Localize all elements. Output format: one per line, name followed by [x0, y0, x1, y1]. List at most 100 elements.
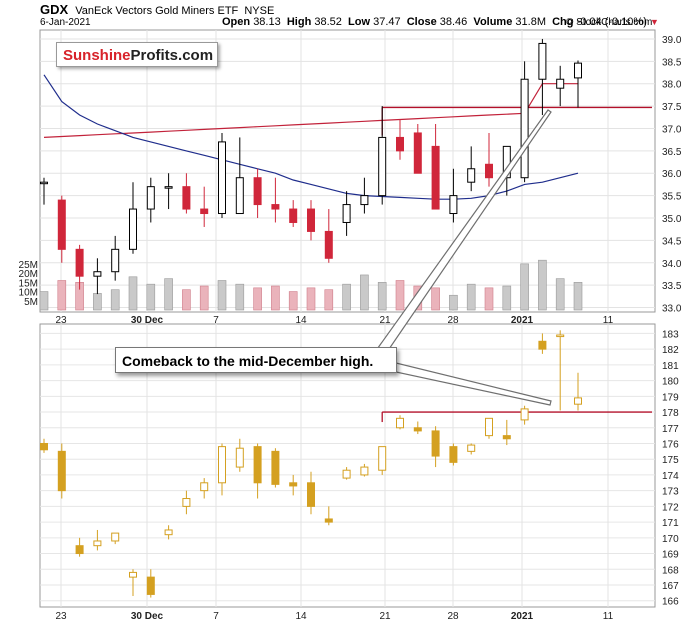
ohlc-readout: Open 38.13 High 38.52 Low 37.47 Close 38…: [222, 16, 659, 28]
top-y-tick-label: 39.0: [662, 35, 682, 46]
gdx-candle-body: [378, 136, 387, 197]
gdx-candle-body: [235, 177, 244, 215]
bottom-y-tick-label: 174: [662, 471, 679, 482]
gold-candle-body: [485, 417, 493, 437]
gdx-candle-body: [538, 42, 547, 80]
volume-bar: [93, 293, 102, 311]
volume-tick-label: 5M: [24, 297, 38, 308]
gdx-candle-body: [485, 163, 493, 179]
top-x-tick-label: 7: [213, 315, 219, 326]
volume-bar: [502, 285, 512, 311]
volume-bar: [431, 287, 440, 311]
bottom-y-tick-label: 168: [662, 565, 679, 576]
top-x-tick-label: 30 Dec: [131, 315, 164, 326]
down-arrow-icon: ▼: [649, 17, 659, 27]
close-label: Close: [406, 16, 437, 28]
top-y-tick-label: 34.0: [662, 259, 682, 270]
volume-bar: [520, 263, 529, 311]
gold-candle-body: [538, 340, 547, 350]
gold-candle-body: [75, 545, 84, 555]
volume-bar: [466, 283, 476, 311]
chg-label: Chg: [552, 16, 574, 28]
open-label: Open: [222, 16, 251, 28]
volume-bar: [555, 278, 565, 311]
bottom-y-tick-label: 175: [662, 455, 679, 466]
bottom-y-tick-label: 183: [662, 329, 679, 340]
gdx-candle-body: [449, 195, 458, 215]
gdx-candle-body: [253, 177, 262, 206]
top-y-tick-label: 34.5: [662, 236, 682, 247]
bottom-y-tick-label: 182: [662, 345, 679, 356]
gdx-candle-body: [360, 195, 369, 206]
gdx-candle-body: [574, 62, 582, 79]
gold-candles: [40, 330, 582, 598]
top-x-tick-label: 21: [379, 315, 391, 326]
open-value: 38.13: [253, 16, 281, 28]
bottom-x-tick-label: 14: [295, 611, 307, 622]
volume-bar: [253, 287, 262, 311]
low-label: Low: [348, 16, 371, 28]
gdx-candle-body: [342, 204, 351, 223]
gdx-candle-body: [467, 168, 476, 183]
bottom-y-tick-label: 176: [662, 439, 679, 450]
chg-value: -0.04 (-0.10%): [576, 16, 647, 28]
gdx-candle-body: [57, 199, 66, 250]
gold-candle-body: [574, 397, 582, 405]
top-y-tick-label: 37.5: [662, 102, 682, 113]
gold-candle-body: [360, 466, 369, 476]
volume-tick-label: 25M: [19, 260, 38, 271]
gdx-candle-body: [111, 248, 120, 273]
gdx-candle-body: [413, 132, 422, 174]
volume-bar: [271, 285, 280, 311]
gdx-candle-body: [164, 186, 173, 189]
top-x-tick-label: 14: [295, 315, 307, 326]
close-value: 38.46: [439, 16, 468, 28]
top-panel-frame: [39, 29, 656, 313]
bottom-y-tick-label: 181: [662, 361, 679, 372]
gold-candle-body: [342, 469, 351, 479]
gold-candle-body: [271, 450, 280, 485]
gdx-candle-body: [218, 141, 226, 215]
top-y-tick-label: 33.0: [662, 304, 682, 315]
gold-candle-body: [129, 571, 137, 578]
bottom-y-tick-label: 171: [662, 518, 679, 529]
volume-bar: [342, 283, 351, 311]
volume-bar: [360, 274, 369, 311]
top-y-tick-label: 38.0: [662, 80, 682, 91]
gdx-candle-body: [40, 181, 48, 185]
top-x-tick-label: 23: [55, 315, 67, 326]
gold-candle-body: [396, 417, 404, 429]
top-y-tick-label: 37.0: [662, 124, 682, 135]
gold-candle-body: [93, 540, 102, 547]
gdx-candle-body: [271, 204, 280, 210]
volume-bar: [324, 289, 334, 311]
annotation-text: Comeback to the mid-December high.: [122, 353, 374, 369]
ticker: GDX: [40, 2, 69, 17]
top-y-tick-label: 35.0: [662, 214, 682, 225]
gold-candle-body: [502, 435, 511, 440]
top-y-tick-label: 35.5: [662, 192, 682, 203]
copyright: © StockCharts.com: [566, 17, 653, 28]
volume-bar: [39, 291, 49, 311]
top-x-tick-label: 2021: [511, 315, 534, 326]
gold-candle-body: [449, 446, 458, 463]
gold-candle-body: [111, 532, 120, 542]
volume-bar: [110, 289, 120, 311]
volume-tick-label: 15M: [19, 278, 38, 289]
bottom-y-tick-label: 179: [662, 392, 679, 403]
gold-candle-body: [413, 427, 422, 432]
volume-bar: [182, 289, 191, 311]
top-x-tick-label: 11: [603, 315, 614, 326]
gdx-candle-body: [75, 248, 84, 277]
axis-labels: 33.0 33.5 34.0 34.5 35.0 35.5 36.0 36.5 37.0 37.5…: [19, 35, 682, 622]
volume-value: 31.8M: [515, 16, 546, 28]
volume-label: Volume: [473, 16, 513, 28]
high-value: 38.52: [314, 16, 342, 28]
gold-candle-body: [324, 518, 333, 523]
annotation-box: Comeback to the mid-December high.: [115, 347, 397, 373]
bottom-y-tick-label: 173: [662, 487, 679, 498]
gold-candle-body: [467, 444, 476, 452]
gold-candle-body: [520, 408, 529, 421]
gold-candle-body: [235, 447, 244, 468]
sunshine-profits-logo: SunshineProfits.com: [56, 42, 218, 67]
